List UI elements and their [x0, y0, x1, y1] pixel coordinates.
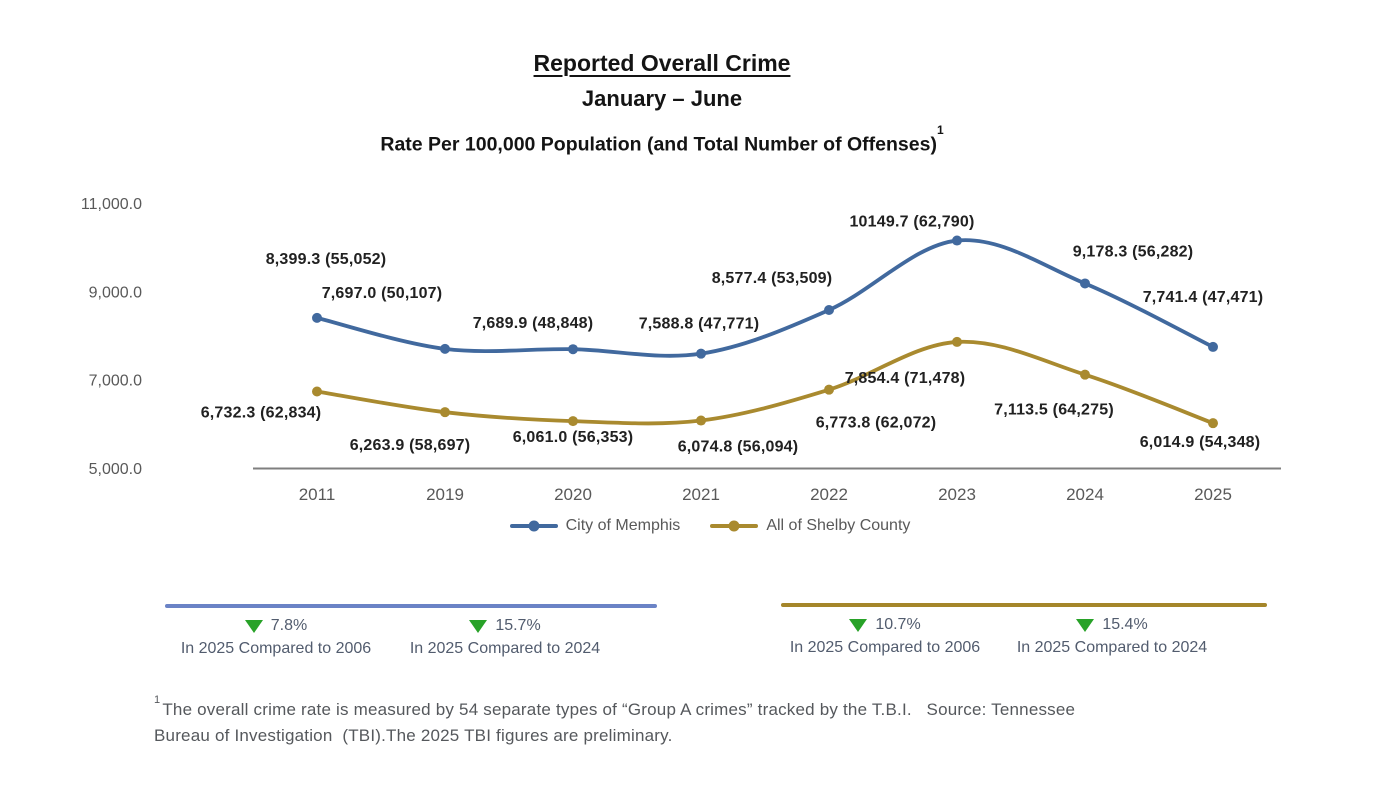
x-axis-year-label: 2011 — [299, 485, 336, 504]
footnote-text: The overall crime rate is measured by 54… — [154, 700, 1076, 745]
all-of-shelby-county-data-label: 7,854.4 (71,478) — [845, 370, 966, 387]
all-of-shelby-county-data-point — [824, 384, 834, 395]
percent-change-value: 10.7% — [875, 616, 921, 633]
page-title: Reported Overall Crime — [533, 50, 791, 76]
all-of-shelby-county-data-label: 6,732.3 (62,834) — [201, 404, 322, 421]
memphis-section-divider — [165, 604, 657, 608]
all-of-shelby-county-data-point — [1080, 369, 1090, 380]
city-of-memphis-data-point — [1080, 278, 1090, 289]
y-axis-tick-label: 11,000.0 — [81, 196, 142, 213]
shelby-line-marker-icon — [710, 520, 759, 532]
all-of-shelby-county-data-point — [1208, 418, 1218, 429]
x-axis-year-label: 2024 — [1066, 485, 1104, 504]
city-of-memphis-data-label: 7,697.0 (50,107) — [322, 285, 443, 302]
all-of-shelby-county-data-point — [568, 416, 578, 427]
city-of-memphis-data-point — [568, 344, 578, 355]
city-of-memphis-data-point — [440, 343, 450, 354]
x-axis-year-label: 2023 — [938, 485, 976, 504]
x-axis-year-label: 2021 — [682, 485, 720, 504]
city-of-memphis-data-point — [952, 235, 962, 246]
comparison-caption: In 2025 Compared to 2024 — [1016, 639, 1208, 656]
city-of-memphis-data-point — [1208, 341, 1218, 352]
city-of-memphis-data-label: 10149.7 (62,790) — [849, 214, 974, 231]
city-of-memphis-data-label: 9,178.3 (56,282) — [1073, 243, 1194, 260]
percent-change-value: 7.8% — [270, 617, 308, 634]
measure-subtitle: Rate Per 100,000 Population (and Total N… — [380, 123, 944, 156]
legend-label: City of Memphis — [565, 517, 681, 534]
all-of-shelby-county-data-point — [440, 407, 450, 418]
y-axis-tick-label: 9,000.0 — [89, 284, 142, 301]
shelby-section-divider — [781, 603, 1267, 607]
all-of-shelby-county-line — [315, 339, 1215, 426]
all-of-shelby-county-data-point — [312, 386, 322, 397]
city-of-memphis-data-point — [312, 312, 322, 323]
decrease-triangle-icon — [469, 619, 488, 633]
decrease-triangle-icon — [1076, 618, 1095, 632]
city-of-memphis-data-label: 8,577.4 (53,509) — [712, 270, 833, 287]
legend-item-city-of-memphis: City of Memphis — [509, 517, 681, 535]
y-axis-tick-label: 7,000.0 — [89, 373, 142, 390]
chart-legend: City of Memphis All of Shelby County — [12, 517, 1396, 535]
footnote-reference: 1 — [936, 123, 944, 137]
city-of-memphis-data-label: 7,689.9 (48,848) — [473, 315, 594, 332]
y-axis-tick-label: 5,000.0 — [89, 461, 142, 478]
x-axis-year-label: 2020 — [554, 485, 592, 504]
all-of-shelby-county-data-label: 7,113.5 (64,275) — [994, 402, 1114, 419]
x-axis-year-label: 2022 — [810, 485, 848, 504]
x-axis-year-label: 2025 — [1194, 485, 1232, 504]
percent-change-value: 15.7% — [495, 617, 541, 634]
percent-change-value: 15.4% — [1102, 616, 1148, 633]
city-of-memphis-data-point — [824, 304, 834, 315]
city-of-memphis-data-point — [696, 348, 706, 359]
comparison-caption: In 2025 Compared to 2024 — [409, 640, 601, 657]
city-of-memphis-data-label: 8,399.3 (55,052) — [266, 251, 387, 268]
footnote-marker: 1 — [154, 694, 161, 707]
all-of-shelby-county-data-point — [696, 415, 706, 426]
all-of-shelby-county-data-label: 6,014.9 (54,348) — [1140, 434, 1261, 451]
all-of-shelby-county-data-label: 6,061.0 (56,353) — [513, 429, 634, 446]
city-of-memphis-data-label: 7,741.4 (47,471) — [1143, 289, 1264, 306]
shelby-change-vs-2024: 15.4% In 2025 Compared to 2024 — [997, 616, 1227, 657]
shelby-change-vs-2006: 10.7% In 2025 Compared to 2006 — [770, 616, 1000, 657]
source-footnote: 1 The overall crime rate is measured by 5… — [154, 694, 1334, 748]
city-of-memphis-data-label: 7,588.8 (47,771) — [639, 316, 760, 333]
comparison-caption: In 2025 Compared to 2006 — [180, 640, 372, 657]
memphis-change-vs-2024: 15.7% In 2025 Compared to 2024 — [390, 617, 620, 658]
report-period-subtitle: January – June — [581, 86, 743, 111]
memphis-line-marker-icon — [509, 520, 558, 532]
all-of-shelby-county-data-label: 6,074.8 (56,094) — [678, 439, 799, 456]
all-of-shelby-county-data-label: 6,773.8 (62,072) — [816, 415, 937, 432]
all-of-shelby-county-data-label: 6,263.9 (58,697) — [350, 437, 471, 454]
chart-header: Reported Overall Crime January – June Ra… — [0, 50, 1324, 157]
city-of-memphis-line — [315, 238, 1215, 358]
x-axis-year-label: 2019 — [426, 485, 464, 504]
decrease-triangle-icon — [849, 618, 868, 632]
legend-item-all-of-shelby-county: All of Shelby County — [710, 517, 910, 535]
crime-rate-line-chart: 11,000.0 9,000.0 7,000.0 5,000.0 2011 2019 202… — [81, 196, 1281, 504]
comparison-caption: In 2025 Compared to 2006 — [789, 639, 981, 656]
legend-label: All of Shelby County — [766, 517, 911, 534]
decrease-triangle-icon — [244, 619, 263, 633]
all-of-shelby-county-data-point — [952, 336, 962, 347]
memphis-change-vs-2006: 7.8% In 2025 Compared to 2006 — [161, 617, 391, 658]
